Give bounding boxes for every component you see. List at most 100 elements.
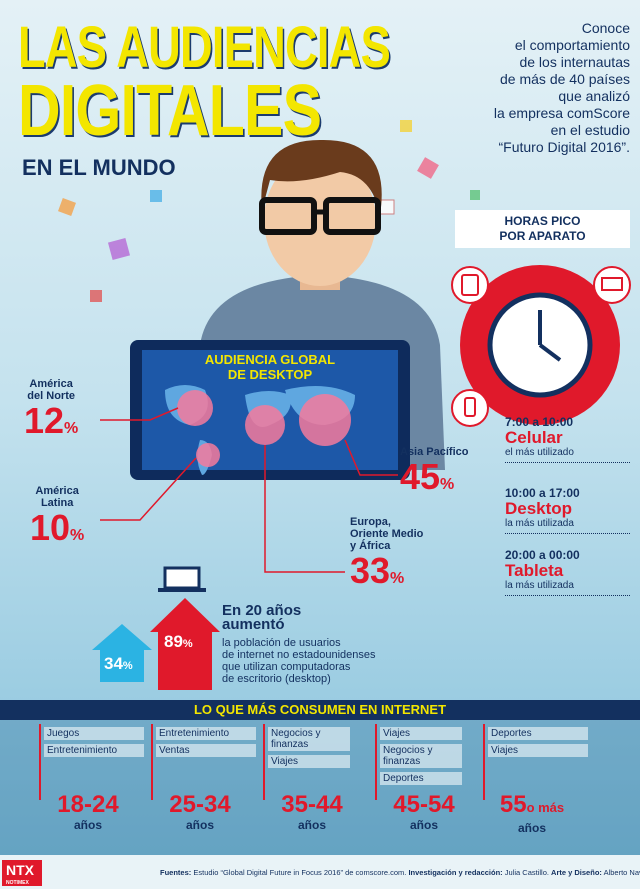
connector (100, 457, 197, 521)
interest: Deportes (380, 772, 462, 785)
age-line: 55o más (482, 792, 582, 821)
region-value: 12% (24, 402, 78, 448)
age-unit: años (409, 818, 438, 832)
interest: Viajes (380, 727, 462, 740)
time-slot: 20:00 a 00:00 Tableta la más utilizada (505, 548, 630, 596)
text-line: Oriente Medio (350, 528, 424, 540)
time: 7:00 a 10:00 (505, 415, 574, 429)
text-line: “Futuro Digital 2016”. (498, 139, 630, 155)
label: Fuentes: (160, 868, 192, 877)
design: Alberto Nava Consultoría. (603, 868, 640, 877)
map-title: AUDIENCIA GLOBAL DE DESKTOP (170, 352, 370, 382)
note: la más utilizada (505, 580, 574, 591)
text-line: de escritorio (desktop) (222, 673, 331, 685)
interest: Entretenimiento (156, 727, 256, 740)
label: Investigación y redacción: (408, 868, 503, 877)
confetti-square (417, 157, 439, 179)
laptop-icon (593, 266, 631, 304)
title: LAS AUDIENCIAS (18, 15, 391, 80)
growth-arrow (150, 598, 220, 690)
label: Arte y Diseño: (551, 868, 602, 877)
research: Julia Castillo. (504, 868, 549, 877)
text-line: la población de usuarios (222, 637, 341, 649)
region-value: 10% (30, 509, 84, 555)
connector (264, 445, 345, 573)
region-name: América del Norte (24, 378, 78, 402)
age-group: 35-44 años (262, 792, 362, 833)
time-slot: 7:00 a 10:00 Celular el más utilizado (505, 415, 630, 463)
age-group: 18-24 años (38, 791, 138, 833)
face (264, 154, 376, 286)
time: 20:00 a 00:00 (505, 548, 580, 562)
confetti-square (150, 190, 162, 202)
text-line: aumentó (222, 616, 285, 633)
interests: Viajes Negocios y finanzas Deportes (372, 727, 462, 789)
region-circle (245, 405, 285, 445)
interest: Entretenimiento (44, 744, 144, 757)
growth-arrow (92, 624, 152, 682)
value: 34 (104, 654, 123, 673)
text-line: HORAS PICO (504, 214, 581, 228)
region-name: Europa, Oriente Medio y África (350, 516, 423, 552)
age-suffix: o más (526, 800, 565, 815)
interests: Negocios y finanzas Viajes (260, 727, 350, 772)
logo-bg (2, 860, 42, 886)
timelines (39, 724, 485, 800)
age-unit: años (73, 818, 102, 832)
unit: % (122, 660, 133, 672)
region-circle (299, 394, 351, 446)
interest: Negocios y finanzas (268, 727, 350, 751)
region: Asia Pacífico 45% (400, 446, 468, 504)
peak-hours-title: HORAS PICO POR APARATO (455, 210, 630, 248)
text-line: AUDIENCIA GLOBAL (204, 352, 336, 367)
desktop-icon (163, 566, 201, 590)
text-line: DE DESKTOP (227, 367, 313, 382)
growth-text: la población de usuarios de internet no e… (222, 637, 376, 685)
region-value: 45% (400, 458, 468, 504)
unit: % (440, 476, 455, 493)
region: Europa, Oriente Medio y África 33% (350, 516, 423, 598)
region-circle (177, 390, 213, 426)
time: 10:00 a 17:00 (505, 486, 580, 500)
intro: Conoce el comportamiento de los internauta… (494, 20, 630, 156)
text-line: de los internautas (519, 54, 630, 70)
text-line: del Norte (27, 390, 75, 402)
phone-icon (464, 397, 476, 417)
sources: Estudio “Global Digital Future in Focus … (193, 868, 407, 877)
age-group: 55o más años (482, 792, 582, 836)
confetti-square (107, 237, 131, 261)
region: América del Norte 12% (24, 378, 78, 448)
region-value: 33% (350, 552, 423, 598)
text-line: que utilizan computadoras (222, 661, 351, 673)
text-line: en el estudio (550, 122, 630, 138)
value: 45 (400, 456, 441, 497)
phone-icon (451, 389, 489, 427)
growth-before: 34% (104, 654, 133, 674)
interests: Deportes Viajes (480, 727, 588, 761)
logo-text: NTX (6, 862, 34, 878)
interest: Juegos (44, 727, 144, 740)
text-line: de internet no estadounidenses (222, 649, 376, 661)
text-line: POR APARATO (499, 229, 586, 243)
unit: % (70, 527, 85, 544)
unit: % (182, 638, 193, 650)
text-line: Asia Pacífico (400, 446, 469, 458)
clock-hand (538, 343, 562, 362)
text-line: América (35, 485, 79, 497)
note: el más utilizado (505, 447, 574, 458)
age-unit: años (517, 821, 546, 835)
footer-bg (0, 855, 640, 889)
confetti-square (90, 290, 102, 302)
age: 18-24 (57, 791, 119, 818)
logo-sub: NOTIMEX (6, 880, 29, 886)
glasses-left (259, 197, 317, 235)
age: 55 (499, 791, 527, 818)
region-name: América Latina (30, 485, 84, 509)
text-line: y África (350, 540, 391, 552)
interests: Entretenimiento Ventas (148, 727, 256, 761)
value: 33 (350, 550, 391, 591)
text-line: Conoce (581, 20, 630, 36)
age-group: 45-54 años (374, 792, 474, 833)
device: Tableta (505, 561, 564, 580)
growth-after: 89% (164, 632, 193, 652)
